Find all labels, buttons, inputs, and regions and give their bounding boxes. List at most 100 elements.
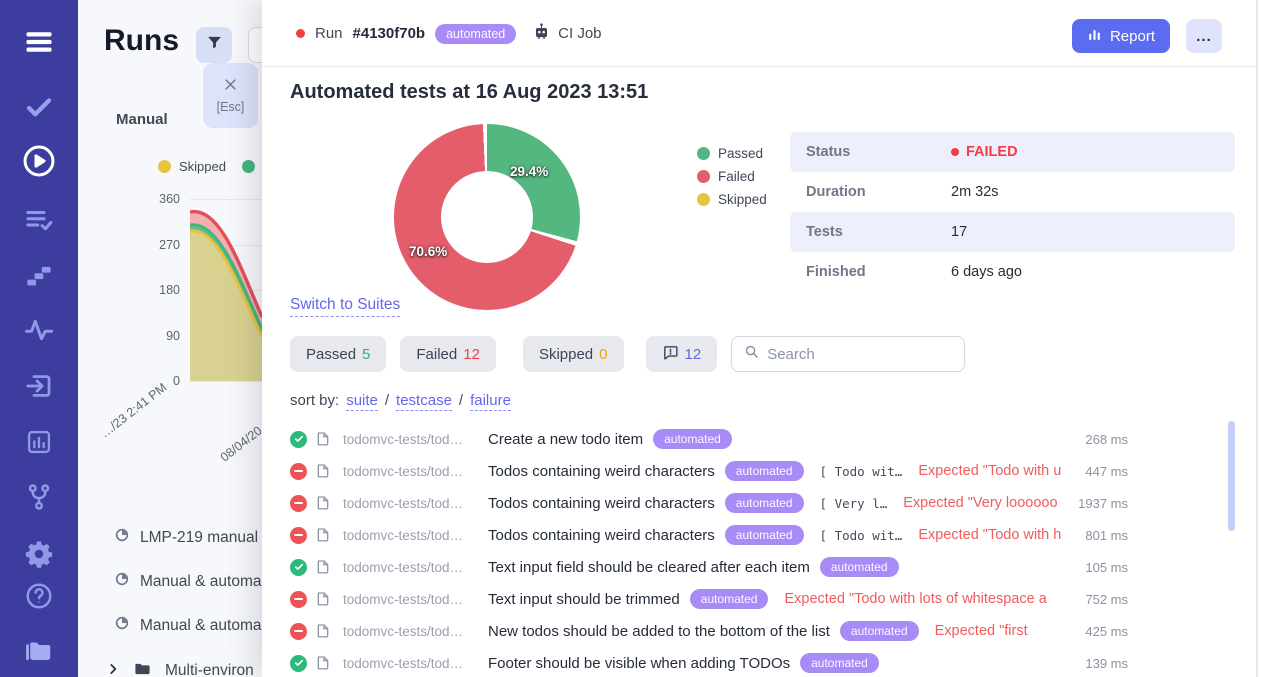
test-list-scrollbar[interactable] (1228, 421, 1235, 531)
suite-group-label: Multi-environ (165, 662, 254, 677)
y-tick-90: 90 (166, 329, 180, 343)
automated-badge: automated (819, 557, 899, 577)
test-row[interactable]: todomvc-tests/tod… Text input should be … (290, 583, 1128, 615)
tab-manual[interactable]: Manual (116, 111, 168, 128)
test-row[interactable]: todomvc-tests/tod… Todos containing weir… (290, 519, 1128, 551)
runs-page-background: Runs [Esc] Manual Skipped Passed 360 270… (78, 0, 262, 677)
test-checklist-icon[interactable] (21, 202, 57, 238)
sort-by-suite-link[interactable]: suite (346, 392, 378, 411)
ci-job-link[interactable]: CI Job (532, 22, 602, 45)
drawer-close-button[interactable]: [Esc] (203, 63, 258, 128)
pie-chart-icon (114, 615, 130, 636)
run-details-drawer: Run #4130f70b automated CI Job Report ..… (262, 0, 1267, 677)
detail-row-status: Status FAILED (790, 132, 1235, 172)
background-search-input[interactable] (248, 27, 262, 63)
finished-label: Finished (806, 264, 866, 280)
skipped-legend-dot (158, 160, 171, 173)
search-input[interactable] (767, 345, 953, 363)
run-list-item[interactable]: Manual & automa (114, 571, 262, 592)
comment-icon (662, 344, 679, 365)
funnel-icon (206, 34, 223, 56)
tab-passed[interactable]: Passed 5 (290, 336, 387, 372)
tab-skipped[interactable]: Skipped 0 (522, 336, 624, 372)
main-sidebar (0, 0, 78, 677)
test-row[interactable]: todomvc-tests/tod… New todos should be a… (290, 615, 1128, 647)
test-error: Expected "Todo with lots of whitespace a (784, 591, 1047, 607)
test-row[interactable]: todomvc-tests/tod… Todos containing weir… (290, 455, 1128, 487)
bar-chart-icon (1087, 27, 1102, 46)
tab-failed[interactable]: Failed 12 (400, 336, 496, 372)
report-button[interactable]: Report (1071, 19, 1170, 53)
y-tick-270: 270 (159, 238, 180, 252)
sort-by-testcase-link[interactable]: testcase (396, 392, 452, 411)
activity-icon[interactable] (21, 312, 57, 348)
settings-gear-icon[interactable] (21, 536, 57, 572)
play-circle-icon[interactable] (21, 143, 57, 179)
filter-button[interactable] (196, 27, 232, 63)
ci-job-label: CI Job (558, 25, 602, 42)
help-icon[interactable] (21, 578, 57, 614)
tab-passed-count: 5 (362, 345, 371, 363)
pie-chart-icon (114, 571, 130, 592)
menu-icon[interactable] (21, 24, 57, 60)
test-name: Create a new todo item (488, 430, 644, 448)
more-actions-button[interactable]: ... (1186, 19, 1222, 53)
file-icon (315, 559, 331, 575)
run-list-item[interactable]: LMP-219 manual te (114, 527, 262, 548)
passed-check-icon (290, 430, 307, 448)
tests-value: 17 (951, 224, 968, 240)
test-name: New todos should be added to the bottom … (488, 622, 830, 640)
drawer-header: Run #4130f70b automated CI Job Report ..… (262, 0, 1256, 67)
tab-comments-count: 12 (684, 345, 702, 363)
import-icon[interactable] (21, 368, 57, 404)
finished-value: 6 days ago (951, 264, 1022, 280)
reports-icon[interactable] (21, 424, 57, 460)
file-icon (315, 591, 331, 607)
steps-icon[interactable] (21, 257, 57, 293)
test-path: todomvc-tests/tod… (343, 655, 464, 671)
failed-minus-icon (290, 462, 307, 480)
folder-icon (134, 660, 151, 677)
test-path: todomvc-tests/tod… (343, 559, 464, 575)
tab-passed-label: Passed (306, 345, 357, 363)
test-param: [ Todo wit… (819, 463, 903, 479)
sort-separator: / (458, 392, 464, 409)
test-duration: 1937 ms (1078, 495, 1128, 511)
test-param: [ Very l… (819, 495, 888, 511)
test-duration: 139 ms (1085, 655, 1128, 671)
tab-failed-count: 12 (463, 345, 480, 363)
switch-to-suites-link[interactable]: Switch to Suites (290, 296, 401, 317)
background-chart-legend: Skipped Passed (158, 159, 262, 174)
tab-comments[interactable]: 12 (645, 336, 718, 372)
run-list-item[interactable]: Manual & automa (114, 615, 262, 636)
passed-check-icon (290, 654, 307, 672)
automated-badge: automated (839, 621, 919, 641)
test-name: Todos containing weird characters (488, 526, 715, 544)
legend-skipped: Skipped (697, 188, 767, 211)
test-row[interactable]: todomvc-tests/tod… Footer should be visi… (290, 647, 1128, 677)
file-icon (315, 527, 331, 543)
test-name: Todos containing weird characters (488, 462, 715, 480)
background-stacked-area-chart (190, 210, 262, 381)
check-icon[interactable] (21, 90, 57, 126)
failed-minus-icon (290, 622, 307, 640)
automated-badge: automated (724, 493, 804, 513)
integrations-icon[interactable] (21, 479, 57, 515)
x-tick-label: 08/04/20… (217, 415, 262, 465)
x-tick-label: …/23 2:41 PM (97, 380, 170, 441)
failed-minus-icon (290, 590, 307, 608)
suite-group-item[interactable]: Multi-environ (106, 660, 254, 677)
y-tick-0: 0 (173, 374, 180, 388)
projects-folder-icon[interactable] (21, 632, 57, 668)
test-row[interactable]: todomvc-tests/tod… Text input field shou… (290, 551, 1128, 583)
test-name: Todos containing weird characters (488, 494, 715, 512)
test-row[interactable]: todomvc-tests/tod… Create a new todo ite… (290, 423, 1128, 455)
detail-row-finished: Finished 6 days ago (790, 252, 1235, 292)
sort-by-failure-link[interactable]: failure (470, 392, 511, 411)
run-details-table: Status FAILED Duration 2m 32s Tests 17 F… (790, 132, 1235, 292)
passed-check-icon (290, 558, 307, 576)
run-status-dot (296, 29, 305, 38)
report-button-label: Report (1109, 27, 1155, 45)
drawer-scroll-track (1256, 0, 1258, 677)
test-row[interactable]: todomvc-tests/tod… Todos containing weir… (290, 487, 1128, 519)
